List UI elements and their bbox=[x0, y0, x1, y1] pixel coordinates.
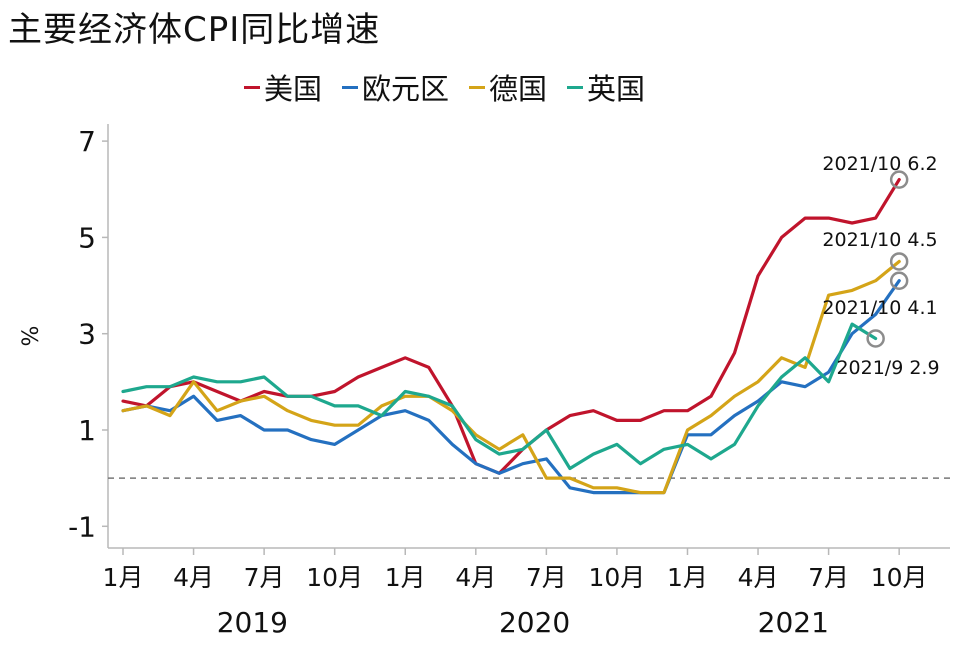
chart-title: 主要经济体CPI同比增速 bbox=[8, 10, 381, 50]
annotation-marker bbox=[889, 271, 909, 290]
series-line bbox=[121, 259, 901, 495]
legend-swatch bbox=[469, 85, 486, 89]
annotation-label: 2021/9 2.9 bbox=[836, 357, 939, 379]
x-tick-label: 10月 bbox=[306, 563, 363, 592]
legend-label: 英国 bbox=[587, 72, 646, 106]
y-tick-label: 3 bbox=[78, 318, 96, 351]
legend-item: 美国 bbox=[244, 66, 322, 108]
annotation-marker bbox=[889, 252, 909, 271]
legend-item: 德国 bbox=[469, 66, 547, 108]
y-tick-label: 5 bbox=[78, 221, 96, 254]
x-tick-label: 7月 bbox=[526, 563, 567, 592]
annotation-label: 2021/10 4.5 bbox=[822, 229, 937, 251]
y-axis-label: % bbox=[19, 326, 44, 347]
legend-swatch bbox=[342, 85, 359, 89]
x-tick-label: 1月 bbox=[103, 563, 144, 592]
year-label: 2021 bbox=[758, 606, 829, 639]
legend-item: 英国 bbox=[567, 66, 645, 108]
year-label: 2020 bbox=[499, 606, 570, 639]
x-tick-label: 1月 bbox=[385, 563, 426, 592]
legend-label: 欧元区 bbox=[362, 72, 450, 106]
x-tick-label: 7月 bbox=[244, 563, 285, 592]
y-tick-label: -1 bbox=[68, 510, 96, 543]
annotation-marker bbox=[866, 329, 885, 348]
annotation-marker bbox=[889, 170, 909, 189]
y-tick-label: 7 bbox=[78, 125, 96, 158]
annotation-label: 2021/10 6.2 bbox=[822, 153, 937, 175]
x-tick-label: 10月 bbox=[871, 563, 928, 592]
x-tick-label: 4月 bbox=[173, 563, 214, 592]
legend-label: 德国 bbox=[489, 72, 548, 106]
year-label: 2019 bbox=[217, 606, 288, 639]
legend-label: 美国 bbox=[264, 72, 323, 106]
x-tick-label: 4月 bbox=[455, 563, 496, 592]
legend-swatch bbox=[567, 85, 584, 89]
x-tick-label: 10月 bbox=[589, 563, 646, 592]
x-tick-label: 1月 bbox=[667, 563, 708, 592]
x-tick-label: 7月 bbox=[808, 563, 849, 592]
legend-item: 欧元区 bbox=[342, 66, 449, 108]
x-tick-label: 4月 bbox=[738, 563, 779, 592]
legend-swatch bbox=[244, 85, 260, 89]
series-line bbox=[121, 178, 901, 475]
legend: 美国 欧元区 德国 英国 bbox=[244, 66, 665, 108]
y-tick-label: 1 bbox=[78, 414, 96, 447]
series-line bbox=[121, 322, 878, 471]
annotation-label: 2021/10 4.1 bbox=[822, 297, 937, 319]
